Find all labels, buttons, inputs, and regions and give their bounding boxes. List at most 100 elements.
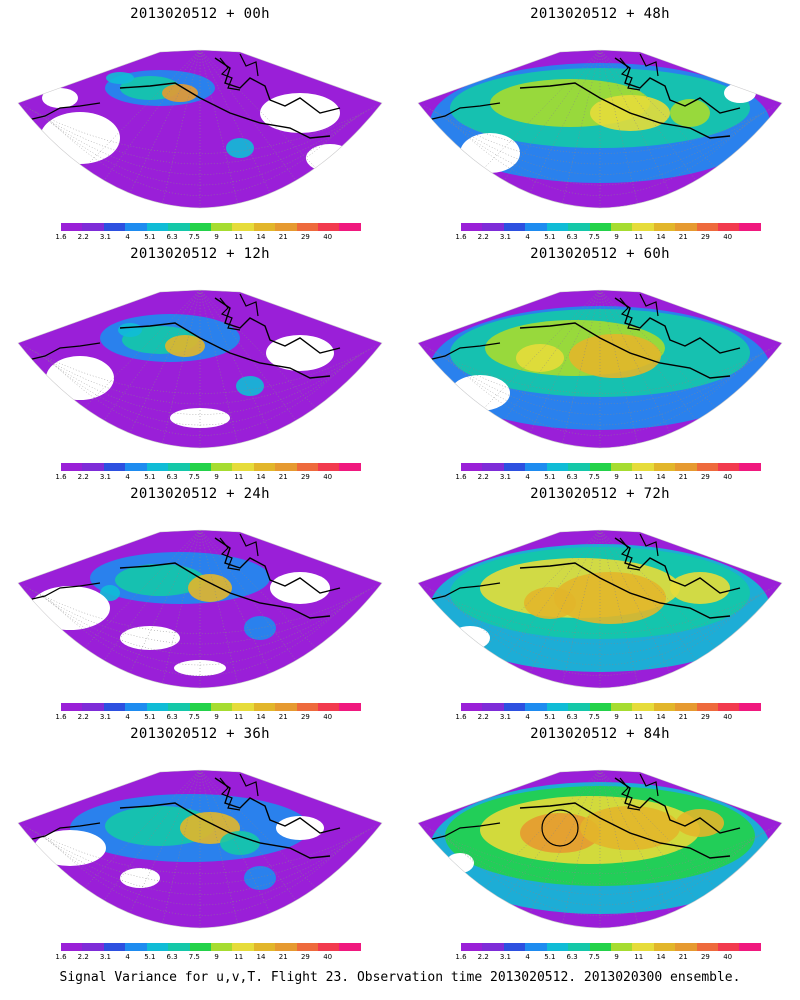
graticule-line	[599, 50, 681, 208]
graticule-line	[39, 770, 201, 928]
graticule-line	[199, 50, 361, 208]
graticule-line	[199, 50, 241, 208]
graticule-line	[29, 828, 371, 885]
variance-field	[418, 50, 782, 208]
graticule-line	[519, 530, 601, 688]
graticule-line	[199, 530, 361, 688]
low-variance-region	[446, 853, 474, 873]
map-panel-84h: 2013020512 + 84h 1.6 2.2 3.1 4 5.1 6.3 7.5 9 11 1…	[400, 720, 800, 961]
graticule-line	[439, 770, 601, 928]
colorbar-swatch	[632, 703, 654, 711]
colorbar-swatch	[103, 463, 126, 471]
graticule-line	[439, 50, 601, 208]
colorbar-swatch	[318, 943, 340, 951]
colorbar	[61, 223, 361, 231]
low-variance-region	[42, 88, 78, 108]
colorbar	[461, 703, 761, 711]
colorbar-tick-label: 29	[300, 953, 310, 961]
colorbar-swatch	[296, 223, 319, 231]
colorbar-ticks: 1.6 2.2 3.1 4 5.1 6.3 7.5 9 11 14 21 29 40	[54, 473, 364, 483]
graticule-line	[599, 290, 641, 448]
variance-contour	[516, 344, 564, 372]
colorbar-tick-label: 2.2	[477, 713, 489, 721]
panel-title: 2013020512 + 48h	[530, 6, 670, 22]
colorbar-swatch	[525, 463, 547, 471]
colorbar-tick-label: 9	[614, 713, 619, 721]
figure-caption: Signal Variance for u,v,T. Flight 23. Ob…	[59, 970, 741, 985]
colorbar-tick-label: 40	[323, 713, 333, 721]
colorbar-swatch	[461, 943, 483, 951]
coastline	[27, 342, 101, 361]
colorbar-swatch	[568, 463, 590, 471]
colorbar-swatch	[718, 703, 740, 711]
variance-contour	[118, 323, 142, 337]
colorbar-swatch	[546, 943, 569, 951]
map-panel-48h: 2013020512 + 48h 1.6 2.2 3.1 4 5.1 6.3 7.5 9 11 1…	[400, 0, 800, 241]
variance-contour	[569, 334, 661, 378]
coastline	[214, 777, 341, 834]
colorbar-tick-label: 7.5	[588, 473, 600, 481]
colorbar-swatch	[718, 943, 740, 951]
colorbar-swatch	[189, 223, 211, 231]
coastline	[614, 297, 741, 354]
graticule-line	[439, 290, 601, 448]
coastline	[619, 53, 659, 91]
colorbar-tick-label: 6.3	[166, 953, 178, 961]
colorbar-swatch	[253, 223, 276, 231]
colorbar-swatch	[339, 943, 361, 951]
colorbar-swatch	[339, 703, 361, 711]
colorbar-tick-label: 21	[678, 713, 688, 721]
graticule-line	[441, 114, 759, 186]
colorbar-swatch	[339, 463, 361, 471]
variance-contour	[226, 138, 254, 158]
colorbar-swatch	[461, 223, 483, 231]
colorbar-swatch	[675, 463, 697, 471]
colorbar-swatch	[653, 463, 676, 471]
colorbar-swatch	[103, 703, 126, 711]
low-variance-region	[40, 112, 120, 164]
map-border	[417, 769, 783, 929]
colorbar-swatch	[482, 223, 504, 231]
graticule-line	[159, 530, 201, 688]
coastline	[519, 82, 731, 139]
low-variance-region	[266, 335, 334, 371]
colorbar-tick-label: 9	[614, 473, 619, 481]
variance-map	[17, 769, 383, 929]
colorbar-swatch	[232, 463, 254, 471]
colorbar-tick-label: 21	[678, 233, 688, 241]
colorbar-swatch	[589, 463, 611, 471]
graticule-line	[441, 594, 759, 666]
colorbar-tick-label: 6.3	[166, 713, 178, 721]
colorbar-swatch	[253, 703, 276, 711]
graticule-line	[599, 530, 761, 688]
colorbar-swatch	[275, 703, 297, 711]
graticule-line	[559, 530, 601, 688]
colorbar-swatch	[275, 943, 297, 951]
low-variance-region	[260, 93, 340, 133]
map-panel-00h: 2013020512 + 00h 1.6 2.2 3.1 4 5.1 6.3 7.5 9 11 1…	[0, 0, 400, 241]
graticule-line	[119, 290, 201, 448]
colorbar-swatch	[632, 223, 654, 231]
colorbar-tick-label: 1.6	[55, 713, 67, 721]
colorbar-tick-label: 3.1	[499, 233, 512, 241]
map-border	[17, 49, 383, 209]
colorbar-swatch	[482, 703, 504, 711]
colorbar-tick-label: 7.5	[588, 233, 600, 241]
graticule-line	[599, 290, 761, 448]
low-variance-region	[460, 133, 520, 173]
map-border	[17, 769, 383, 929]
colorbar-tick-label: 4	[125, 233, 130, 241]
colorbar-tick-label: 21	[278, 713, 288, 721]
graticule-line	[159, 50, 201, 208]
colorbar-swatch	[503, 703, 526, 711]
low-variance-region	[450, 375, 510, 411]
low-variance-region	[46, 356, 114, 400]
colorbar-swatch	[82, 703, 104, 711]
variance-field	[418, 770, 782, 928]
colorbar-swatch	[546, 463, 569, 471]
graticule-line	[199, 770, 241, 928]
colorbar-tick-label: 3.1	[99, 953, 112, 961]
graticule-line	[429, 108, 771, 165]
graticule-line	[199, 770, 281, 928]
colorbar-swatch	[210, 223, 233, 231]
